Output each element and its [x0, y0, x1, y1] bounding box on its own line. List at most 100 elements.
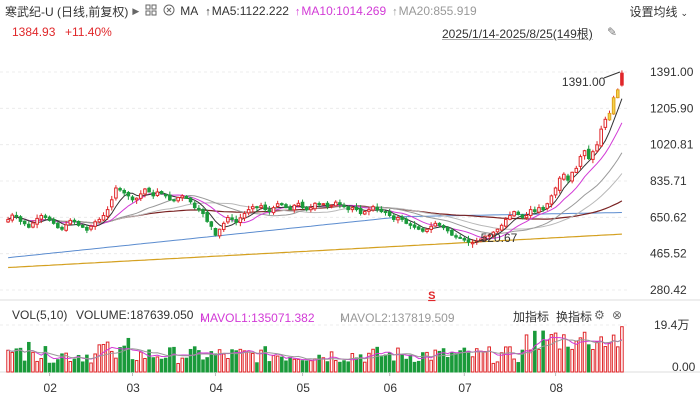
candle	[47, 216, 52, 221]
candle	[375, 206, 380, 211]
up-arrow-icon: ↑	[392, 6, 398, 18]
ma20-value: ↑MA20:855.919	[392, 4, 477, 18]
candle	[408, 223, 413, 226]
candle	[412, 224, 417, 228]
candle	[317, 203, 321, 206]
volume-bar	[134, 360, 139, 373]
volume-bar	[371, 348, 375, 373]
candle	[296, 202, 301, 207]
change-percent: +11.40%	[65, 25, 112, 39]
volume-bar	[338, 361, 342, 373]
ma-settings-button[interactable]: 设置均线 ⌄	[629, 3, 688, 20]
candle	[416, 226, 421, 230]
ma20-text: MA20:855.919	[398, 4, 477, 18]
volume-header: VOL(5,10) VOLUME:187639.050 ↓ MAVOL1:1350…	[0, 305, 700, 325]
volume-bar	[549, 334, 554, 373]
volume-bar	[126, 337, 131, 373]
volume-bar	[570, 348, 574, 373]
volume-bar	[197, 350, 201, 373]
candle	[524, 214, 529, 219]
month-label: 03	[127, 381, 141, 395]
date-range[interactable]: 2025/1/14-2025/8/25(149根)	[442, 27, 593, 41]
volume-bar	[85, 354, 89, 373]
volume-bar	[139, 351, 143, 373]
candle	[371, 206, 375, 211]
candle	[321, 203, 326, 206]
grid-icon[interactable]	[145, 4, 157, 18]
candle	[603, 118, 608, 128]
add-indicator-button[interactable]: 加指标	[513, 310, 550, 324]
volume-bar	[22, 360, 27, 373]
candle	[491, 231, 496, 236]
candle	[238, 217, 243, 223]
volume-bar	[39, 358, 44, 373]
candle	[226, 216, 230, 223]
close-circle-icon[interactable]	[163, 4, 175, 18]
volume-bar	[400, 354, 404, 373]
candle	[271, 207, 276, 214]
volume-bar	[458, 350, 462, 373]
candle	[6, 218, 10, 223]
stock-title[interactable]: 寒武纪-U (日线,前复权)	[5, 4, 129, 19]
volume-bar	[533, 330, 537, 373]
volume-bar	[454, 353, 458, 373]
volume-bar	[313, 358, 317, 373]
candle	[392, 215, 396, 220]
volume-bar	[603, 346, 608, 373]
ma5-text: MA5:1122.222	[211, 4, 289, 18]
candle	[383, 211, 388, 214]
volume-bar	[566, 346, 570, 373]
volume-bar	[255, 362, 259, 373]
volume-bar	[499, 352, 504, 373]
price-axis: 1391.00 1205.90 1020.81 835.71 650.62 465.52 2…	[650, 65, 694, 297]
switch-indicator-button[interactable]: 换指标	[556, 310, 593, 324]
candle	[213, 227, 218, 236]
volume-bar	[408, 354, 413, 373]
play-icon[interactable]: ▶	[132, 5, 140, 16]
volume-bar	[512, 358, 516, 373]
volume-bar	[441, 348, 446, 373]
month-label: 08	[550, 381, 564, 395]
volume-bar	[213, 353, 218, 373]
candle	[60, 226, 64, 230]
volume-bar	[495, 361, 500, 373]
volume-bar	[97, 344, 102, 373]
candle	[325, 202, 330, 208]
candle	[362, 211, 367, 215]
ma10-text: MA10:1014.269	[301, 4, 387, 18]
low-label: 520.67	[481, 231, 518, 245]
volume-bar	[143, 358, 147, 373]
candle	[109, 199, 114, 208]
mavol1-line	[7, 336, 623, 361]
candle	[147, 187, 151, 193]
volume-tick-label: 0.00	[672, 360, 696, 374]
vol-label[interactable]: VOL(5,10)	[12, 308, 68, 322]
ma-label[interactable]: MA	[180, 4, 199, 18]
candle	[234, 218, 238, 223]
candle	[64, 224, 68, 231]
ma250-line	[8, 233, 622, 269]
down-arrow-icon: ↓	[200, 311, 206, 323]
candle	[51, 219, 56, 224]
volume-bar	[479, 350, 483, 373]
volume-bar	[250, 352, 255, 373]
candle	[437, 222, 442, 226]
volume-bar	[163, 357, 168, 373]
candle	[10, 214, 15, 221]
pin-icon[interactable]: ✎	[607, 25, 618, 39]
volume-bar	[151, 357, 156, 373]
volume-bar	[520, 349, 525, 373]
ma5-value: ↑MA5:1122.222	[205, 4, 289, 18]
volume-bar	[14, 348, 19, 373]
candle	[367, 209, 371, 212]
gear-icon[interactable]: ⚙	[594, 308, 605, 322]
volume-bar	[487, 346, 491, 373]
volume-axis: 19.4万 0.00	[654, 318, 696, 374]
close-circle-icon[interactable]: ⊗	[612, 308, 623, 322]
volume-bar	[574, 340, 579, 373]
volume-bar	[192, 346, 197, 373]
price-tick-label: 650.62	[650, 210, 687, 224]
volume-bar	[317, 354, 321, 373]
volume-bar	[292, 358, 297, 373]
